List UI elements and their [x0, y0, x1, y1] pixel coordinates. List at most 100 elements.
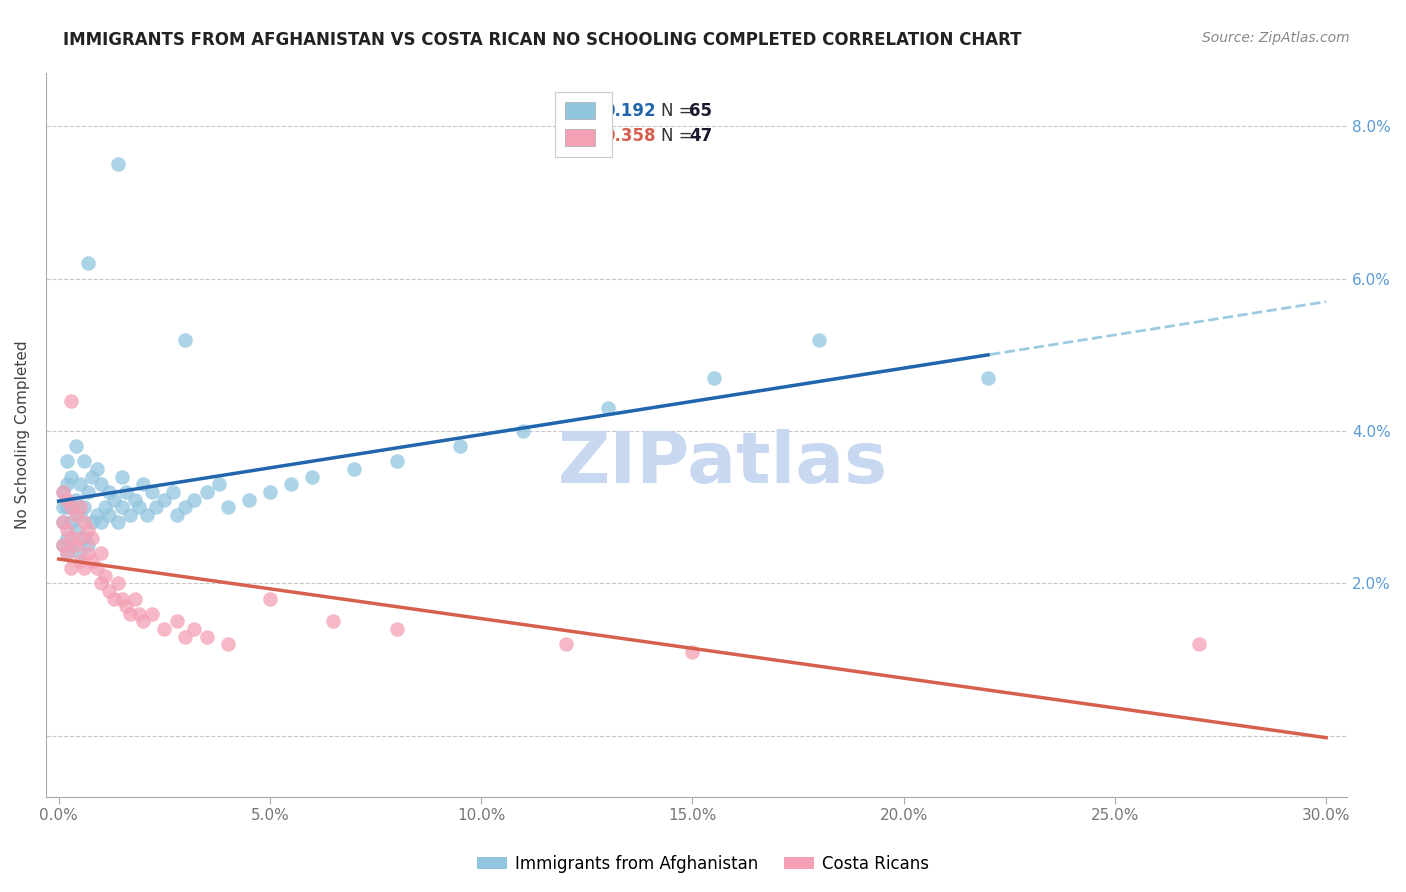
Point — [86, 462, 108, 476]
Point — [98, 584, 121, 599]
Point — [153, 492, 176, 507]
Point — [73, 531, 96, 545]
Point — [120, 508, 142, 522]
Point — [77, 538, 100, 552]
Point — [77, 523, 100, 537]
Point — [56, 492, 79, 507]
Text: R = -: R = - — [560, 128, 602, 145]
Text: R =: R = — [560, 102, 602, 120]
Point — [82, 531, 104, 545]
Point — [153, 622, 176, 636]
Point — [808, 333, 831, 347]
Point — [60, 500, 83, 515]
Point — [73, 561, 96, 575]
Point — [702, 370, 724, 384]
Point — [69, 508, 91, 522]
Point — [69, 546, 91, 560]
Point — [52, 516, 75, 530]
Point — [449, 439, 471, 453]
Point — [217, 500, 239, 515]
Point — [977, 370, 1000, 384]
Point — [115, 599, 138, 614]
Point — [69, 531, 91, 545]
Point — [60, 531, 83, 545]
Point — [90, 516, 112, 530]
Point — [60, 393, 83, 408]
Point — [136, 508, 159, 522]
Point — [94, 568, 117, 582]
Point — [86, 561, 108, 575]
Point — [322, 615, 344, 629]
Point — [174, 630, 197, 644]
Point — [183, 492, 205, 507]
Point — [56, 477, 79, 491]
Point — [52, 538, 75, 552]
Point — [554, 637, 576, 651]
Point — [681, 645, 703, 659]
Point — [111, 591, 134, 606]
Point — [385, 622, 408, 636]
Point — [259, 485, 281, 500]
Point — [103, 492, 125, 507]
Point — [69, 553, 91, 567]
Point — [183, 622, 205, 636]
Point — [120, 607, 142, 621]
Point — [65, 492, 87, 507]
Point — [128, 607, 150, 621]
Point — [77, 485, 100, 500]
Point — [94, 500, 117, 515]
Point — [141, 607, 163, 621]
Point — [166, 615, 188, 629]
Point — [82, 469, 104, 483]
Point — [98, 485, 121, 500]
Point — [60, 516, 83, 530]
Point — [343, 462, 366, 476]
Point — [60, 500, 83, 515]
Text: 65: 65 — [689, 102, 711, 120]
Point — [69, 500, 91, 515]
Point — [56, 523, 79, 537]
Point — [77, 256, 100, 270]
Point — [111, 469, 134, 483]
Point — [60, 538, 83, 552]
Point — [141, 485, 163, 500]
Point — [60, 469, 83, 483]
Point — [73, 454, 96, 468]
Point — [107, 157, 129, 171]
Point — [90, 576, 112, 591]
Point — [82, 553, 104, 567]
Point — [195, 485, 218, 500]
Point — [385, 454, 408, 468]
Point — [90, 477, 112, 491]
Point — [124, 591, 146, 606]
Point — [52, 485, 75, 500]
Point — [162, 485, 184, 500]
Point — [56, 546, 79, 560]
Point — [301, 469, 323, 483]
Point — [111, 500, 134, 515]
Point — [90, 546, 112, 560]
Point — [132, 477, 155, 491]
Point — [128, 500, 150, 515]
Point — [69, 477, 91, 491]
Point — [52, 485, 75, 500]
Text: 47: 47 — [689, 128, 711, 145]
Point — [56, 546, 79, 560]
Point — [73, 500, 96, 515]
Point — [52, 516, 75, 530]
Y-axis label: No Schooling Completed: No Schooling Completed — [15, 341, 30, 529]
Point — [56, 454, 79, 468]
Point — [56, 500, 79, 515]
Point — [82, 516, 104, 530]
Point — [56, 531, 79, 545]
Point — [77, 546, 100, 560]
Text: Source: ZipAtlas.com: Source: ZipAtlas.com — [1202, 31, 1350, 45]
Point — [107, 576, 129, 591]
Point — [65, 523, 87, 537]
Legend: , : , — [555, 92, 612, 157]
Point — [103, 591, 125, 606]
Point — [65, 538, 87, 552]
Point — [73, 516, 96, 530]
Point — [107, 516, 129, 530]
Point — [98, 508, 121, 522]
